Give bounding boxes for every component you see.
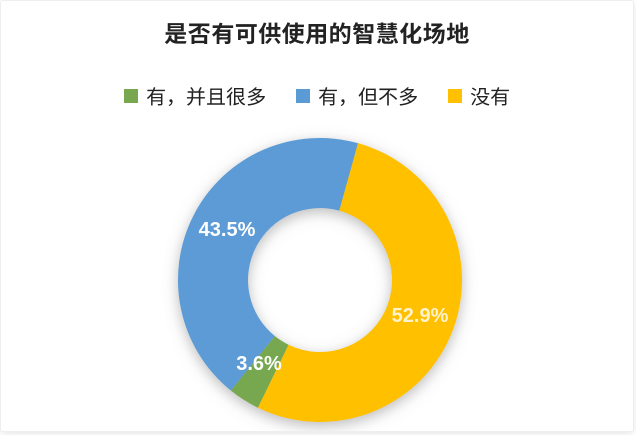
svg-text:52.9%: 52.9% (392, 305, 449, 327)
svg-text:43.5%: 43.5% (199, 219, 256, 241)
svg-text:3.6%: 3.6% (236, 353, 282, 375)
